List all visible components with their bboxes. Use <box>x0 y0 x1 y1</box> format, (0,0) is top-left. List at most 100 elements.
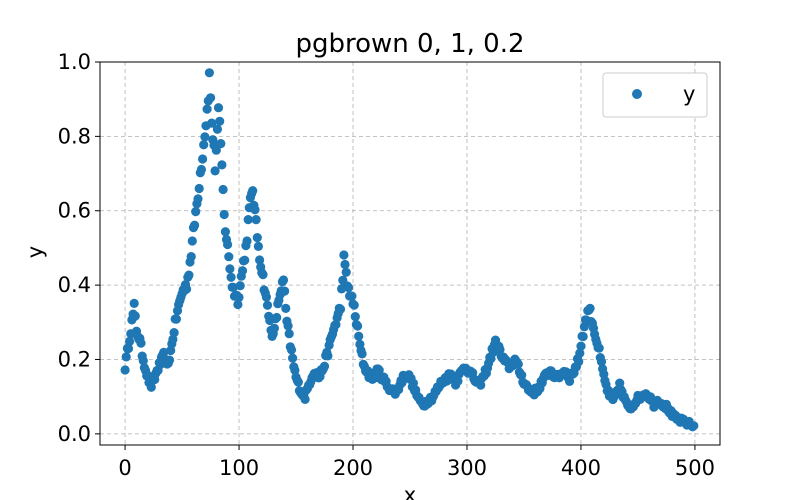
data-point <box>240 255 250 265</box>
data-point <box>210 166 220 176</box>
data-point <box>217 160 227 170</box>
data-point <box>215 116 225 126</box>
data-point <box>689 421 699 431</box>
data-point <box>513 359 523 369</box>
x-tick-label: 100 <box>219 456 259 480</box>
data-points <box>120 68 699 432</box>
legend-box <box>602 72 708 118</box>
x-tick-label: 0 <box>118 456 131 480</box>
data-point <box>343 282 354 293</box>
data-point <box>594 343 604 353</box>
data-point <box>182 284 192 294</box>
data-point <box>293 377 303 387</box>
data-point <box>575 348 585 358</box>
data-point <box>218 184 228 195</box>
legend: y <box>602 72 708 118</box>
x-tick-label: 500 <box>675 456 715 480</box>
data-point <box>223 239 233 250</box>
data-point <box>120 365 130 375</box>
data-point <box>164 355 175 365</box>
data-point <box>357 349 367 359</box>
data-point <box>258 270 268 280</box>
y-tick-label: 0.4 <box>58 273 91 297</box>
data-point <box>194 183 204 194</box>
data-point <box>216 139 226 149</box>
data-point <box>578 331 588 342</box>
data-point <box>262 300 273 310</box>
data-point <box>476 380 486 390</box>
data-point <box>290 365 300 375</box>
y-axis-label: y <box>23 246 47 258</box>
y-tick-label: 0.6 <box>58 199 91 223</box>
data-point <box>190 220 200 230</box>
data-point <box>340 259 350 270</box>
data-point <box>339 250 349 260</box>
data-point <box>228 282 238 292</box>
data-point <box>159 347 169 357</box>
data-point <box>495 344 505 355</box>
legend-label: y <box>683 82 695 106</box>
x-tick-label: 300 <box>447 456 487 480</box>
data-point <box>248 186 258 196</box>
data-point <box>186 252 196 262</box>
data-point <box>171 314 181 324</box>
data-point <box>213 103 224 113</box>
data-point <box>207 118 217 128</box>
data-point <box>354 331 364 341</box>
data-point <box>585 303 595 313</box>
data-point <box>136 338 146 348</box>
data-point <box>212 124 222 134</box>
data-point <box>350 312 360 322</box>
data-point <box>193 194 203 204</box>
data-point <box>251 215 261 225</box>
data-point <box>269 323 279 333</box>
y-tick-label: 0.0 <box>58 422 91 446</box>
data-point <box>184 270 194 280</box>
data-point <box>341 267 351 277</box>
data-point <box>169 328 179 338</box>
data-point <box>206 93 216 103</box>
data-point <box>168 334 178 344</box>
chart-title: pgbrown 0, 1, 0.2 <box>295 29 524 59</box>
data-point <box>220 227 230 237</box>
data-point <box>237 266 248 276</box>
data-point <box>202 104 212 114</box>
data-point <box>198 154 208 164</box>
y-tick-label: 0.2 <box>58 347 91 371</box>
data-point <box>125 336 135 346</box>
data-point <box>224 252 234 262</box>
data-point <box>243 215 253 225</box>
data-point <box>129 298 139 308</box>
data-point <box>319 361 330 371</box>
data-point <box>272 312 282 323</box>
axis-ticks: 0 100 200 300 400 500 0.0 0.2 0.4 0.6 0.8 1.0 <box>58 50 715 480</box>
data-point <box>565 376 575 386</box>
data-point <box>280 286 290 296</box>
data-point <box>211 145 221 155</box>
data-point <box>121 352 131 362</box>
data-point <box>235 281 245 291</box>
data-point <box>196 164 206 175</box>
data-point <box>574 357 584 367</box>
data-point <box>242 236 252 246</box>
data-point <box>130 311 140 321</box>
data-point <box>200 132 210 142</box>
x-axis-label: x <box>404 483 416 500</box>
data-point <box>353 321 363 331</box>
data-point <box>138 356 148 366</box>
data-point <box>252 233 262 243</box>
data-point <box>226 272 236 282</box>
legend-marker <box>632 89 642 99</box>
data-point <box>347 291 357 301</box>
data-point <box>234 292 244 302</box>
data-point <box>250 205 260 215</box>
data-point <box>517 370 527 380</box>
data-point <box>261 292 271 302</box>
data-point <box>323 351 333 361</box>
x-tick-label: 200 <box>333 456 373 480</box>
data-point <box>253 241 263 251</box>
data-point <box>225 264 235 274</box>
data-point <box>283 321 293 331</box>
data-point <box>187 236 197 246</box>
